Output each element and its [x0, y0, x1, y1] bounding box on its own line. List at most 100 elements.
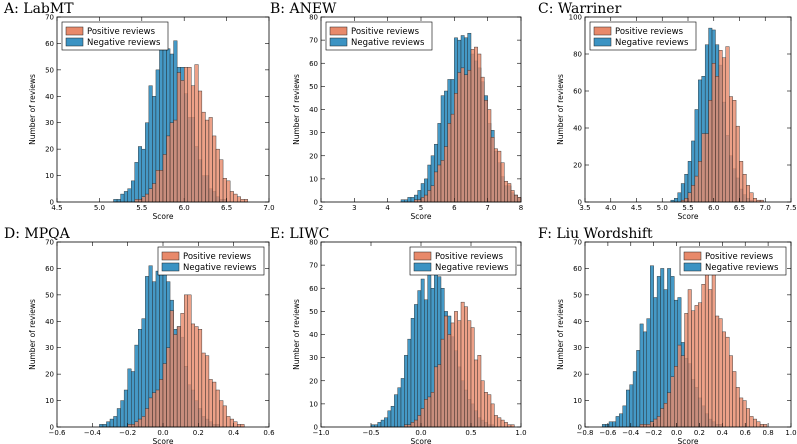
y-tick-label: 70 [309, 262, 318, 270]
positive-bar [155, 170, 160, 203]
positive-bar [176, 72, 181, 203]
positive-bar [729, 355, 733, 428]
positive-bar [194, 326, 199, 428]
positive-bar [437, 164, 442, 203]
positive-legend-label: Positive reviews [87, 27, 156, 37]
y-axis-label: Number of reviews [556, 74, 565, 145]
positive-bar [148, 188, 153, 203]
positive-bar [183, 67, 188, 203]
negative-bar [384, 417, 388, 428]
negative-bar [397, 387, 402, 428]
positive-bar [236, 196, 241, 203]
positive-bar [729, 96, 733, 203]
bars [400, 32, 522, 203]
panel-6: −0.8 −0.6 −0.4 −0.2 0.0 0.2 0.4 0.6 0.8 1.0 0 10 20 3… [538, 226, 797, 444]
positive-bar [180, 80, 185, 203]
negative-bar [653, 297, 658, 428]
negative-bar [674, 198, 678, 203]
positive-legend-label: Positive reviews [435, 252, 504, 262]
y-tick-label: 50 [309, 308, 318, 316]
positive-bar [447, 123, 452, 203]
negative-bar [400, 378, 405, 428]
y-tick-label: 30 [45, 119, 54, 127]
positive-bar [155, 389, 160, 428]
x-tick-label: 1.0 [515, 429, 526, 437]
positive-bar [715, 75, 720, 203]
positive-bar [708, 289, 713, 428]
positive-bar [739, 161, 744, 203]
positive-swatch [65, 26, 84, 36]
positive-bar [725, 46, 730, 203]
positive-bar [134, 421, 139, 428]
positive-swatch [683, 251, 702, 261]
x-tick-label: 0.6 [263, 429, 275, 437]
x-tick-label: 5.0 [657, 204, 668, 212]
positive-bar [704, 133, 709, 203]
y-tick-label: 40 [45, 93, 54, 101]
positive-bar [480, 76, 485, 203]
positive-bar [222, 405, 227, 428]
panel-title: C: Warriner [538, 1, 622, 17]
positive-bar [487, 394, 492, 428]
bars [670, 27, 764, 203]
negative-bar [410, 197, 415, 203]
positive-bar [460, 301, 465, 428]
x-tick-label: 2 [319, 204, 323, 212]
negative-bar [639, 323, 644, 428]
positive-bar [437, 364, 442, 428]
positive-bar [187, 294, 192, 428]
positive-bar [718, 50, 723, 203]
panel-title: D: MPQA [4, 226, 71, 242]
positive-bar [229, 418, 234, 428]
negative-bar [116, 408, 121, 428]
x-tick-label: 6.0 [179, 204, 190, 212]
positive-bar [233, 421, 238, 428]
negative-bar [145, 122, 150, 203]
negative-legend-label: Negative reviews [615, 38, 689, 48]
positive-bar [162, 154, 167, 203]
y-tick-label: 0 [314, 199, 318, 207]
negative-bar [404, 355, 408, 428]
x-tick-label: −0.4 [84, 429, 102, 437]
positive-bar [414, 419, 418, 428]
positive-bar [497, 150, 502, 203]
y-tick-label: 10 [573, 397, 582, 405]
y-tick-label: 10 [45, 397, 54, 405]
x-tick-label: 4 [385, 204, 390, 212]
positive-bar [663, 403, 668, 428]
y-tick-label: 70 [573, 239, 582, 247]
y-tick-label: 40 [573, 125, 582, 133]
negative-bar [626, 389, 630, 428]
positive-bar [450, 113, 455, 203]
y-tick-label: 50 [45, 291, 54, 299]
y-tick-label: 60 [309, 60, 318, 68]
positive-bar [746, 185, 750, 203]
x-tick-label: −0.4 [622, 429, 640, 437]
positive-bar [650, 421, 654, 428]
positive-bar [424, 399, 428, 428]
negative-bar [138, 329, 143, 428]
y-tick-label: 40 [573, 318, 582, 326]
y-axis-label: Number of reviews [28, 299, 37, 370]
positive-bar [742, 174, 747, 203]
positive-bar [420, 408, 425, 428]
y-tick-label: 0 [314, 424, 318, 432]
positive-bar [500, 162, 505, 203]
panel-3: 3.5 4.0 4.5 5.0 5.5 6.0 6.5 7.0 7.5 0 20 40 60 80 100 S… [538, 1, 797, 221]
positive-bar [233, 193, 238, 203]
positive-bar [687, 289, 692, 428]
negative-bar [134, 162, 139, 203]
positive-bar [138, 418, 143, 428]
y-tick-label: 80 [573, 51, 582, 59]
x-tick-label: 6.5 [734, 204, 745, 212]
x-tick-label: 6 [452, 204, 457, 212]
positive-bar [410, 422, 415, 428]
positive-bar [739, 397, 744, 428]
y-tick-label: 50 [45, 66, 54, 74]
positive-bar [173, 334, 178, 428]
x-tick-label: 0.0 [415, 429, 426, 437]
